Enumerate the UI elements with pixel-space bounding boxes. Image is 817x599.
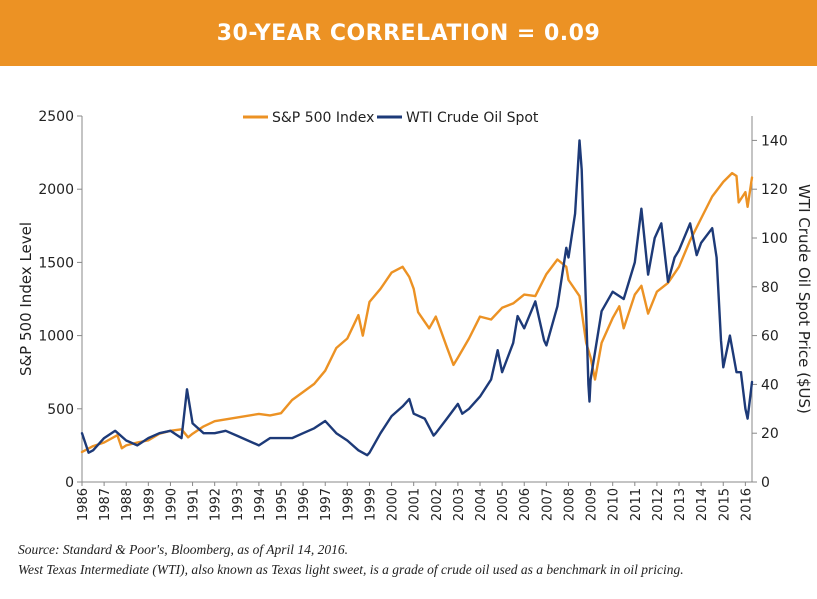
x-ticks: 1986 1987 1988 1989 1990 1991 1992 1993 1994 1995… xyxy=(76,482,754,521)
right-tick-label: 100 xyxy=(761,231,788,247)
x-tick-label: 2005 xyxy=(496,488,511,521)
x-tick-label: 2010 xyxy=(607,488,622,521)
series-line-sp500 xyxy=(80,171,754,454)
left-tick-label: 2500 xyxy=(38,109,74,125)
x-tick-label: 2016 xyxy=(739,488,754,521)
x-tick-label: 1986 xyxy=(76,488,91,521)
right-tick-label: 140 xyxy=(761,133,788,149)
legend-label-wti: WTI Crude Oil Spot xyxy=(406,110,539,126)
x-tick-label: 2011 xyxy=(629,488,644,521)
x-tick-label: 1995 xyxy=(275,488,290,521)
right-tick-label: 60 xyxy=(761,329,779,345)
x-tick-label: 1988 xyxy=(120,488,135,521)
right-tick-label: 80 xyxy=(761,280,779,296)
x-tick-label: 1991 xyxy=(187,488,202,521)
x-tick-label: 1989 xyxy=(142,488,157,521)
x-tick-label: 1997 xyxy=(319,488,334,521)
legend-label-sp500: S&P 500 Index xyxy=(272,110,374,126)
x-tick-label: 2009 xyxy=(585,488,600,521)
x-tick-label: 2003 xyxy=(452,488,467,521)
title-banner: 30-YEAR CORRELATION = 0.09 xyxy=(0,0,817,66)
left-y-ticks: 0 500 1000 1500 2000 2500 xyxy=(38,109,82,491)
series-line-wti xyxy=(80,139,754,457)
right-tick-label: 40 xyxy=(761,377,779,393)
left-tick-label: 1000 xyxy=(38,329,74,345)
x-tick-label: 1987 xyxy=(98,488,113,521)
chart-title: 30-YEAR CORRELATION = 0.09 xyxy=(216,20,601,46)
series-layer xyxy=(80,139,754,457)
right-tick-label: 0 xyxy=(761,475,770,491)
left-tick-label: 1500 xyxy=(38,255,74,271)
x-tick-label: 1998 xyxy=(341,488,356,521)
x-tick-label: 1996 xyxy=(297,488,312,521)
footnotes: Source: Standard & Poor's, Bloomberg, as… xyxy=(18,540,813,580)
x-tick-label: 1999 xyxy=(363,488,378,521)
definition-note: West Texas Intermediate (WTI), also know… xyxy=(18,562,684,577)
left-axis-label: S&P 500 Index Level xyxy=(17,222,35,376)
right-axis-label: WTI Crude Oil Spot Price ($US) xyxy=(795,184,813,414)
left-tick-label: 500 xyxy=(47,402,74,418)
left-tick-label: 2000 xyxy=(38,182,74,198)
x-tick-label: 2015 xyxy=(717,488,732,521)
source-note: Source: Standard & Poor's, Bloomberg, as… xyxy=(18,542,349,557)
x-tick-label: 2002 xyxy=(430,488,445,521)
x-tick-label: 2008 xyxy=(562,488,577,521)
x-tick-label: 2013 xyxy=(673,488,688,521)
x-tick-label: 1994 xyxy=(253,488,268,521)
x-tick-label: 2006 xyxy=(518,488,533,521)
right-y-ticks: 0 20 40 60 80 100 120 140 xyxy=(752,133,788,491)
x-tick-label: 2000 xyxy=(386,488,401,521)
x-tick-label: 2012 xyxy=(651,488,666,521)
x-tick-label: 1992 xyxy=(209,488,224,521)
x-tick-label: 1990 xyxy=(164,488,179,521)
x-tick-label: 2007 xyxy=(540,488,555,521)
left-tick-label: 0 xyxy=(65,475,74,491)
x-tick-label: 2004 xyxy=(474,488,489,521)
x-tick-label: 2001 xyxy=(408,488,423,521)
x-tick-label: 1993 xyxy=(231,488,246,521)
right-tick-label: 120 xyxy=(761,182,788,198)
x-tick-label: 2014 xyxy=(695,488,710,521)
right-tick-label: 20 xyxy=(761,426,779,442)
legend: S&P 500 Index WTI Crude Oil Spot xyxy=(243,110,539,126)
